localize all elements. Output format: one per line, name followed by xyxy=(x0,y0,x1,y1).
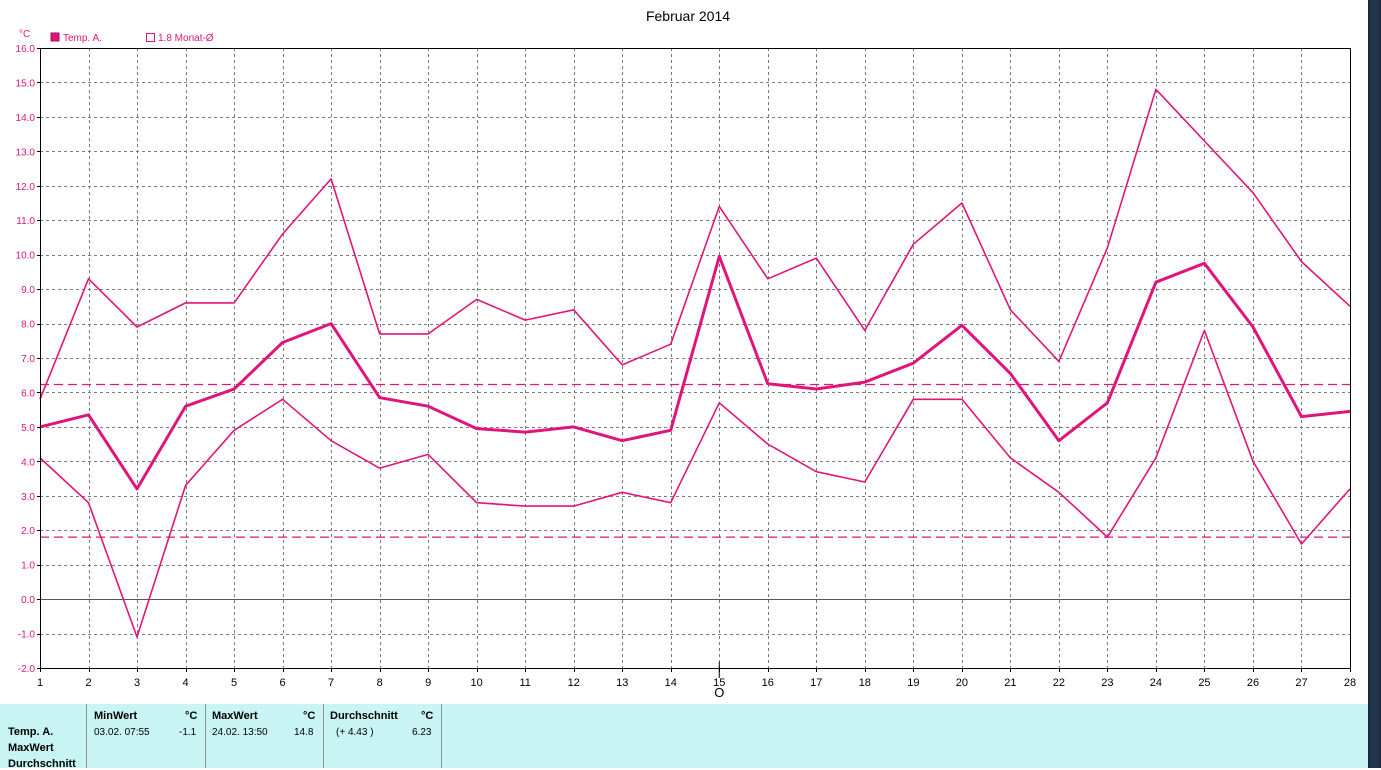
x-tick-label: 19 xyxy=(907,677,919,689)
y-tick-label: 11.0 xyxy=(16,216,35,227)
y-tick-label: 14.0 xyxy=(16,113,36,124)
window-edge-strip xyxy=(1368,0,1381,768)
y-tick-label: 3.0 xyxy=(21,492,35,503)
x-tick-label: 21 xyxy=(1004,677,1016,689)
min-header: MinWert xyxy=(94,710,138,722)
x-marker: O xyxy=(714,662,724,700)
data-series xyxy=(39,88,1351,638)
legend-label-temp: Temp. A. xyxy=(63,33,102,44)
chart-area: Februar 2014 °C Temp. A. 1.8 Monat-Ø -2.… xyxy=(15,8,1357,700)
y-tick-label: 9.0 xyxy=(21,285,35,296)
avg-unit: °C xyxy=(421,710,434,722)
row-label-max: MaxWert xyxy=(8,742,54,754)
legend-filled-square xyxy=(50,32,60,42)
y-tick-label: 4.0 xyxy=(21,457,35,468)
row-label-avg: Durchschnitt xyxy=(8,758,76,770)
stats-max-column: MaxWert °C 24.02. 13:50 14.8 xyxy=(206,704,324,768)
x-tick-label: 9 xyxy=(425,677,431,689)
max-unit: °C xyxy=(303,710,316,722)
reference-lines xyxy=(40,383,1350,538)
y-tick-label: 12.0 xyxy=(16,182,36,193)
x-tick-label: 24 xyxy=(1150,677,1162,689)
min-unit: °C xyxy=(185,710,198,722)
stats-panel: Temp. A. MaxWert Durchschnitt MinWert °C… xyxy=(0,704,1368,770)
x-tick-label: 8 xyxy=(377,677,383,689)
y-tick-label: 5.0 xyxy=(21,423,35,434)
x-tick-label: 14 xyxy=(665,677,677,689)
y-tick-label: 15.0 xyxy=(16,78,36,89)
avg-delta: (+ 4.43 ) xyxy=(336,727,374,738)
y-tick-label: -1.0 xyxy=(18,630,36,641)
x-tick-label: 22 xyxy=(1053,677,1065,689)
x-tick-label: 7 xyxy=(328,677,334,689)
series-line-min xyxy=(39,329,1351,638)
chart-title: Februar 2014 xyxy=(646,8,730,24)
max-value: 14.8 xyxy=(294,727,314,738)
x-tick-label: 4 xyxy=(182,677,188,689)
x-tick-label: 6 xyxy=(280,677,286,689)
temperature-chart: Februar 2014 °C Temp. A. 1.8 Monat-Ø -2.… xyxy=(16,8,1357,700)
x-tick-label: 2 xyxy=(85,677,91,689)
y-tick-label: 8.0 xyxy=(21,320,35,331)
x-tick-label: 28 xyxy=(1344,677,1356,689)
y-tick-label: 1.0 xyxy=(21,561,35,572)
x-tick-label: 11 xyxy=(519,677,530,689)
y-unit-label: °C xyxy=(19,29,30,40)
x-tick-label: 25 xyxy=(1198,677,1210,689)
stats-row-labels-column: Temp. A. MaxWert Durchschnitt xyxy=(0,704,87,770)
x-tick-label: 16 xyxy=(762,677,774,689)
y-tick-label: 10.0 xyxy=(16,251,36,262)
x-tick-label: 18 xyxy=(859,677,871,689)
x-tick-label: 27 xyxy=(1295,677,1307,689)
grid-lines xyxy=(40,48,1350,668)
avg-value: 6.23 xyxy=(412,727,432,738)
y-tick-label: 0.0 xyxy=(21,595,35,606)
stats-min-column: MinWert °C 03.02. 07:55 -1.1 xyxy=(87,704,206,768)
x-tick-label: 15 xyxy=(713,677,725,689)
max-header: MaxWert xyxy=(212,710,258,722)
min-value: -1.1 xyxy=(179,727,197,738)
x-marker-symbol: O xyxy=(714,685,724,700)
x-tick-label: 23 xyxy=(1101,677,1113,689)
axes xyxy=(37,48,1351,672)
x-tick-label: 17 xyxy=(810,677,822,689)
y-tick-label: 6.0 xyxy=(21,388,35,399)
y-tick-label: 7.0 xyxy=(21,354,35,365)
series-line-max xyxy=(39,88,1351,400)
x-tick-label: 12 xyxy=(568,677,580,689)
stats-avg-column: Durchschnitt °C (+ 4.43 ) 6.23 xyxy=(324,704,442,768)
legend-hollow-square xyxy=(146,33,155,42)
series-line-mean xyxy=(39,254,1351,491)
legend-label-monthly-avg: 1.8 Monat-Ø xyxy=(158,33,214,44)
row-label-temp: Temp. A. xyxy=(8,726,54,738)
max-datetime: 24.02. 13:50 xyxy=(212,727,268,738)
plot-frame xyxy=(40,48,1351,669)
x-tick-label: 3 xyxy=(134,677,140,689)
x-tick-label: 10 xyxy=(471,677,483,689)
x-tick-label: 1 xyxy=(37,677,43,689)
min-datetime: 03.02. 07:55 xyxy=(94,727,150,738)
y-tick-label: 16.0 xyxy=(16,44,36,55)
avg-header: Durchschnitt xyxy=(330,710,398,722)
x-tick-label: 26 xyxy=(1247,677,1259,689)
x-tick-label: 20 xyxy=(956,677,968,689)
x-tick-label: 13 xyxy=(616,677,628,689)
y-tick-label: 13.0 xyxy=(16,147,36,158)
y-tick-label: 2.0 xyxy=(21,526,35,537)
x-tick-label: 5 xyxy=(231,677,237,689)
tick-labels: -2.0 -1.0 0.0 1.0 2.0 3.0 4.0 5.0 6.0 7.0 8.0 9.0 10… xyxy=(16,44,1357,689)
y-tick-label: -2.0 xyxy=(18,664,36,675)
